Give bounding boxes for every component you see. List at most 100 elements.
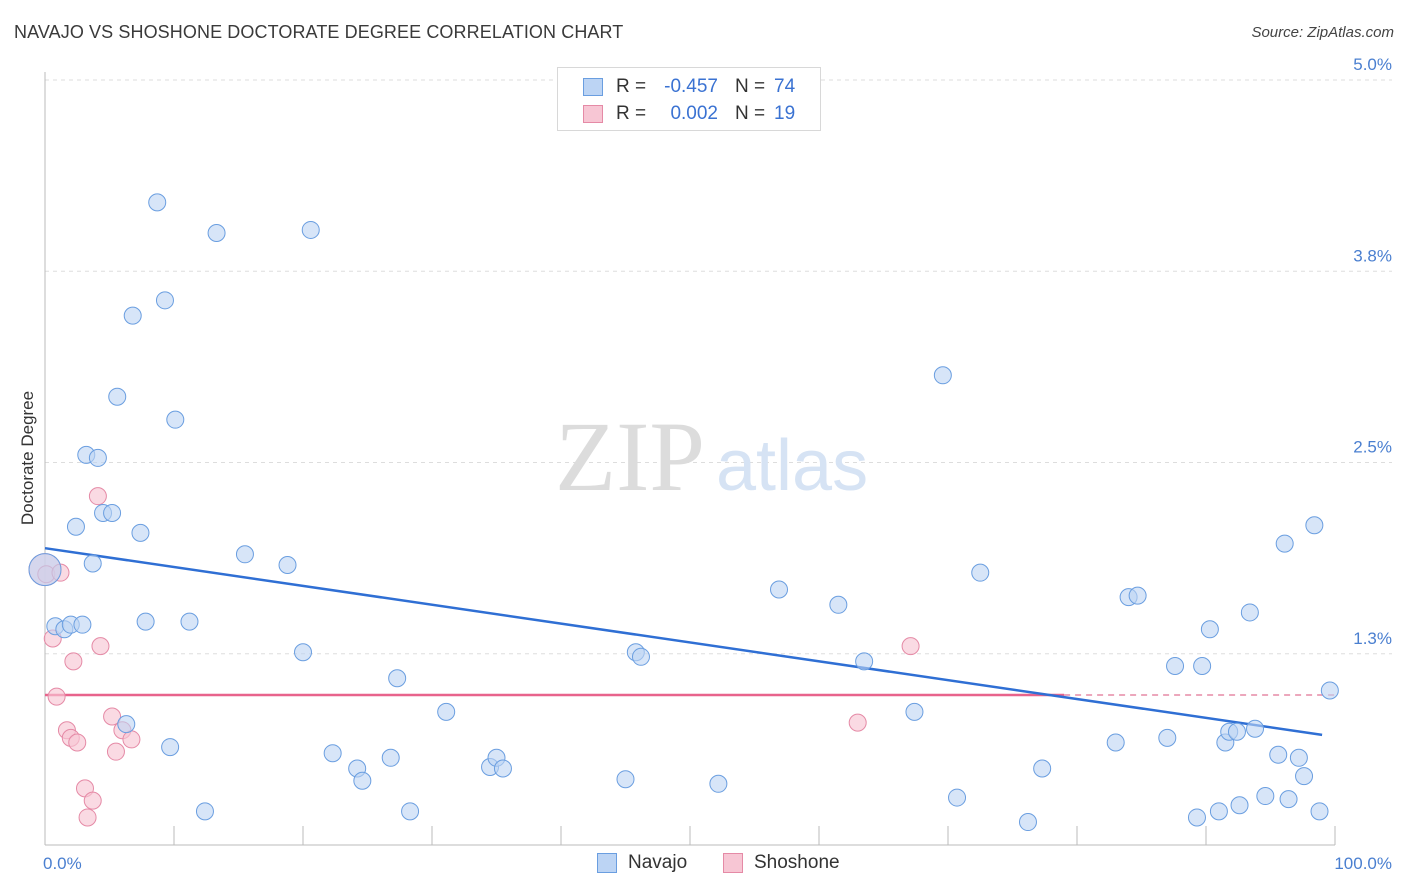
legend-row-shoshone: R = 0.002 N = 19 (558, 101, 820, 127)
navajo-point (971, 563, 990, 582)
correlation-legend: R = -0.457 N = 74 R = 0.002 N = 19 (557, 67, 821, 131)
navajo-point (1166, 656, 1185, 675)
navajo-legend-label: Navajo (628, 852, 688, 873)
shoshone-point (83, 791, 102, 810)
navajo-point (1256, 787, 1275, 806)
navajo-point (829, 595, 848, 614)
navajo-n-value: 74 (774, 76, 796, 97)
shoshone-r-label: R = (616, 103, 647, 124)
navajo-point (493, 759, 512, 778)
y-tick-label: 5.0% (1353, 55, 1392, 74)
navajo-point (294, 643, 312, 662)
shoshone-point (122, 730, 141, 749)
navajo-point (353, 771, 372, 790)
navajo-trend-line (44, 546, 1323, 737)
navajo-point (709, 774, 728, 793)
navajo-point (1227, 722, 1246, 741)
navajo-point (117, 715, 136, 734)
y-tick-label: 3.8% (1353, 246, 1392, 265)
shoshone-point (68, 733, 87, 752)
shoshone-point (78, 808, 97, 827)
y-axis-title: Doctorate Degree (18, 391, 37, 525)
labels-layer: 1.3% 2.5% 3.8% 5.0% 0.0% 100.0% (43, 55, 1392, 873)
navajo-point (1295, 767, 1314, 786)
navajo-point (1209, 802, 1228, 821)
y-tick-label: 2.5% (1353, 438, 1392, 457)
navajo-point (180, 612, 199, 631)
navajo-point (1187, 808, 1206, 827)
navajo-point (1320, 681, 1339, 700)
ticks-layer (173, 826, 1336, 845)
navajo-point (166, 410, 185, 429)
navajo-point (123, 306, 142, 325)
navajo-n-label: N = (735, 76, 766, 97)
navajo-point (88, 448, 107, 467)
legend-row-navajo: R = -0.457 N = 74 (558, 74, 820, 100)
navajo-point (1240, 603, 1259, 622)
navajo-point (1018, 813, 1037, 832)
navajo-point (933, 366, 952, 385)
navajo-point (66, 517, 85, 536)
chart-title: NAVAJO VS SHOSHONE DOCTORATE DEGREE CORR… (14, 22, 624, 42)
shoshone-point (88, 487, 107, 506)
navajo-point (905, 702, 924, 721)
shoshone-point (848, 713, 867, 732)
navajo-r-label: R = (616, 76, 647, 97)
shoshone-n-label: N = (735, 103, 766, 124)
navajo-point (401, 802, 420, 821)
navajo-point (1246, 719, 1265, 738)
navajo-point (131, 523, 150, 542)
source-label: Source: ZipAtlas.com (1251, 24, 1394, 41)
navajo-point (235, 545, 254, 564)
navajo-point (207, 224, 226, 242)
navajo-point (381, 748, 400, 767)
navajo-point (388, 669, 407, 688)
navajo-point (1158, 728, 1177, 747)
watermark: ZIP atlas (555, 401, 868, 512)
navajo-point (1269, 745, 1288, 764)
navajo-point (28, 553, 62, 587)
shoshone-r-value: 0.002 (670, 103, 718, 124)
navajo-point (155, 291, 174, 310)
x-tick-label: 100.0% (1334, 854, 1392, 873)
navajo-point (1193, 656, 1212, 675)
navajo-point (1230, 796, 1249, 815)
navajo-point (855, 652, 874, 671)
navajo-point (631, 647, 650, 666)
navajo-point (1106, 733, 1125, 752)
navajo-point (1289, 748, 1308, 767)
navajo-point (616, 770, 635, 789)
y-tick-label: 1.3% (1353, 629, 1392, 648)
navajo-point (1305, 516, 1324, 535)
navajo-point (278, 556, 297, 575)
shoshone-point (47, 687, 66, 706)
grid-layer (45, 79, 1392, 655)
navajo-r-value: -0.457 (664, 76, 718, 97)
navajo-legend-swatch (597, 853, 617, 873)
shoshone-point (64, 652, 83, 671)
shoshone-point (901, 637, 920, 656)
navajo-point (1200, 620, 1219, 639)
watermark-zip: ZIP (555, 401, 705, 512)
navajo-point (1033, 759, 1052, 778)
shoshone-point (91, 637, 110, 656)
shoshone-point (103, 707, 122, 726)
navajo-point (1310, 802, 1329, 821)
shoshone-legend-label: Shoshone (754, 852, 840, 873)
navajo-point (1275, 534, 1294, 553)
navajo-point (161, 738, 180, 757)
navajo-point (770, 580, 789, 599)
navajo-point (301, 220, 320, 239)
navajo-point (148, 193, 167, 212)
navajo-point (195, 802, 214, 821)
shoshone-n-value: 19 (774, 103, 796, 124)
x-tick-label: 0.0% (43, 854, 82, 873)
navajo-point (948, 788, 967, 807)
shoshone-legend-swatch (723, 853, 743, 873)
trend-layer (44, 546, 1335, 737)
navajo-point (1279, 790, 1298, 809)
navajo-point (323, 744, 342, 763)
navajo-point (108, 387, 127, 406)
watermark-atlas: atlas (716, 426, 868, 506)
